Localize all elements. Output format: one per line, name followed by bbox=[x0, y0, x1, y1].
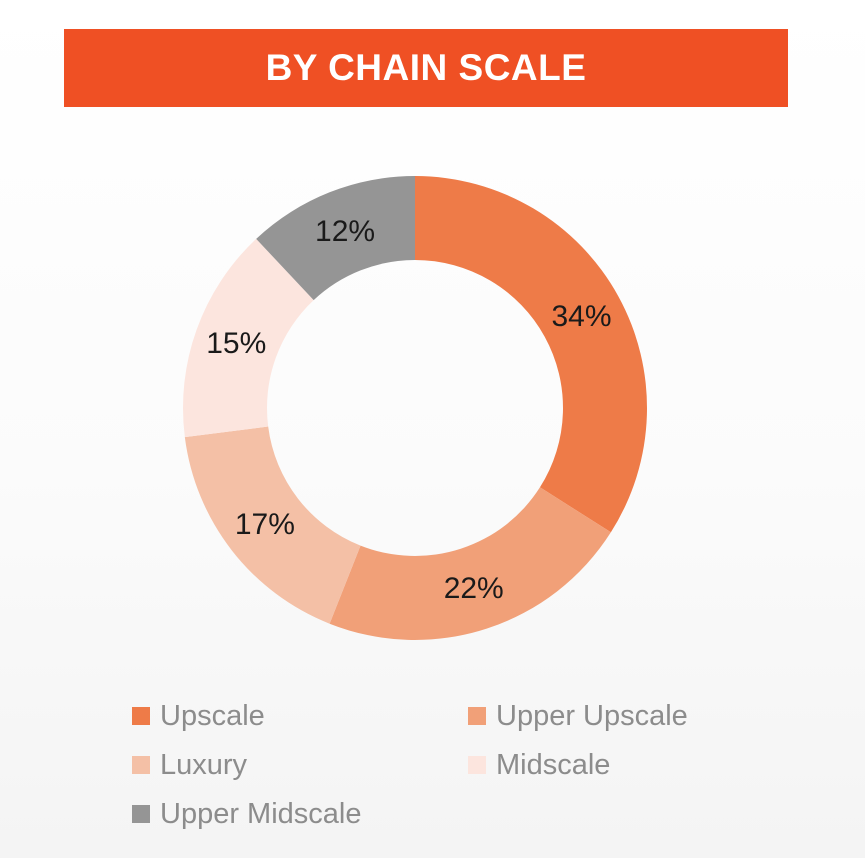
legend-swatch bbox=[132, 756, 150, 774]
legend-label: Upper Upscale bbox=[496, 699, 688, 732]
data-label-upper-midscale: 12% bbox=[315, 215, 375, 248]
legend-item-upper-upscale: Upper Upscale bbox=[468, 696, 688, 736]
legend-item-midscale: Midscale bbox=[468, 745, 610, 785]
donut-slice-upper-midscale bbox=[256, 176, 415, 301]
chart-title: BY CHAIN SCALE bbox=[265, 47, 587, 88]
donut-slice-upper-upscale bbox=[329, 487, 611, 640]
data-label-luxury: 17% bbox=[235, 508, 295, 541]
legend-swatch bbox=[132, 805, 150, 823]
legend-swatch bbox=[132, 707, 150, 725]
data-label-midscale: 15% bbox=[206, 327, 266, 360]
legend-label: Upscale bbox=[160, 699, 265, 732]
donut-slice-midscale bbox=[183, 238, 314, 438]
legend-item-upper-midscale: Upper Midscale bbox=[132, 794, 361, 834]
legend-swatch bbox=[468, 756, 486, 774]
legend-item-upscale: Upscale bbox=[132, 696, 265, 736]
donut-slice-luxury bbox=[184, 426, 361, 624]
legend-label: Midscale bbox=[496, 748, 611, 781]
chart-title-bar: BY CHAIN SCALE bbox=[64, 29, 788, 107]
legend-swatch bbox=[468, 707, 486, 725]
data-label-upper-upscale: 22% bbox=[444, 572, 504, 605]
donut-slice-upscale bbox=[415, 176, 647, 533]
legend-item-luxury: Luxury bbox=[132, 745, 247, 785]
data-label-upscale: 34% bbox=[551, 300, 611, 333]
legend-label: Upper Midscale bbox=[160, 797, 362, 830]
legend-label: Luxury bbox=[160, 748, 248, 781]
